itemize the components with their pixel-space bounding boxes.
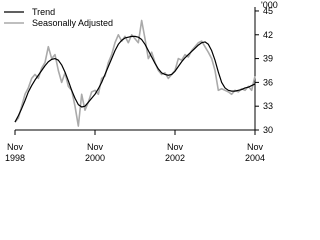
- y-tick-label: 45: [263, 6, 273, 16]
- y-tick-label: 33: [263, 101, 273, 111]
- x-tick-label: Nov 1998: [5, 142, 25, 163]
- series-line: [14, 19, 256, 127]
- y-axis-label: '000: [261, 0, 278, 10]
- legend-label: Trend: [32, 7, 55, 17]
- y-tick-label: 36: [263, 77, 273, 87]
- y-tick-label: 30: [263, 125, 273, 135]
- x-tick-label: Nov 2004: [245, 142, 265, 163]
- chart: '000 30 33 36 39 42 45 Nov 1998 Nov 2000 Nov 2002 No…: [4, 0, 278, 163]
- legend-label: Seasonally Adjusted: [32, 18, 113, 28]
- series-line: [14, 35, 256, 123]
- y-tick-label: 42: [263, 30, 273, 40]
- x-tick-label: Nov 2002: [165, 142, 185, 163]
- y-tick-label: 39: [263, 54, 273, 64]
- x-tick-label: Nov 2000: [85, 142, 105, 163]
